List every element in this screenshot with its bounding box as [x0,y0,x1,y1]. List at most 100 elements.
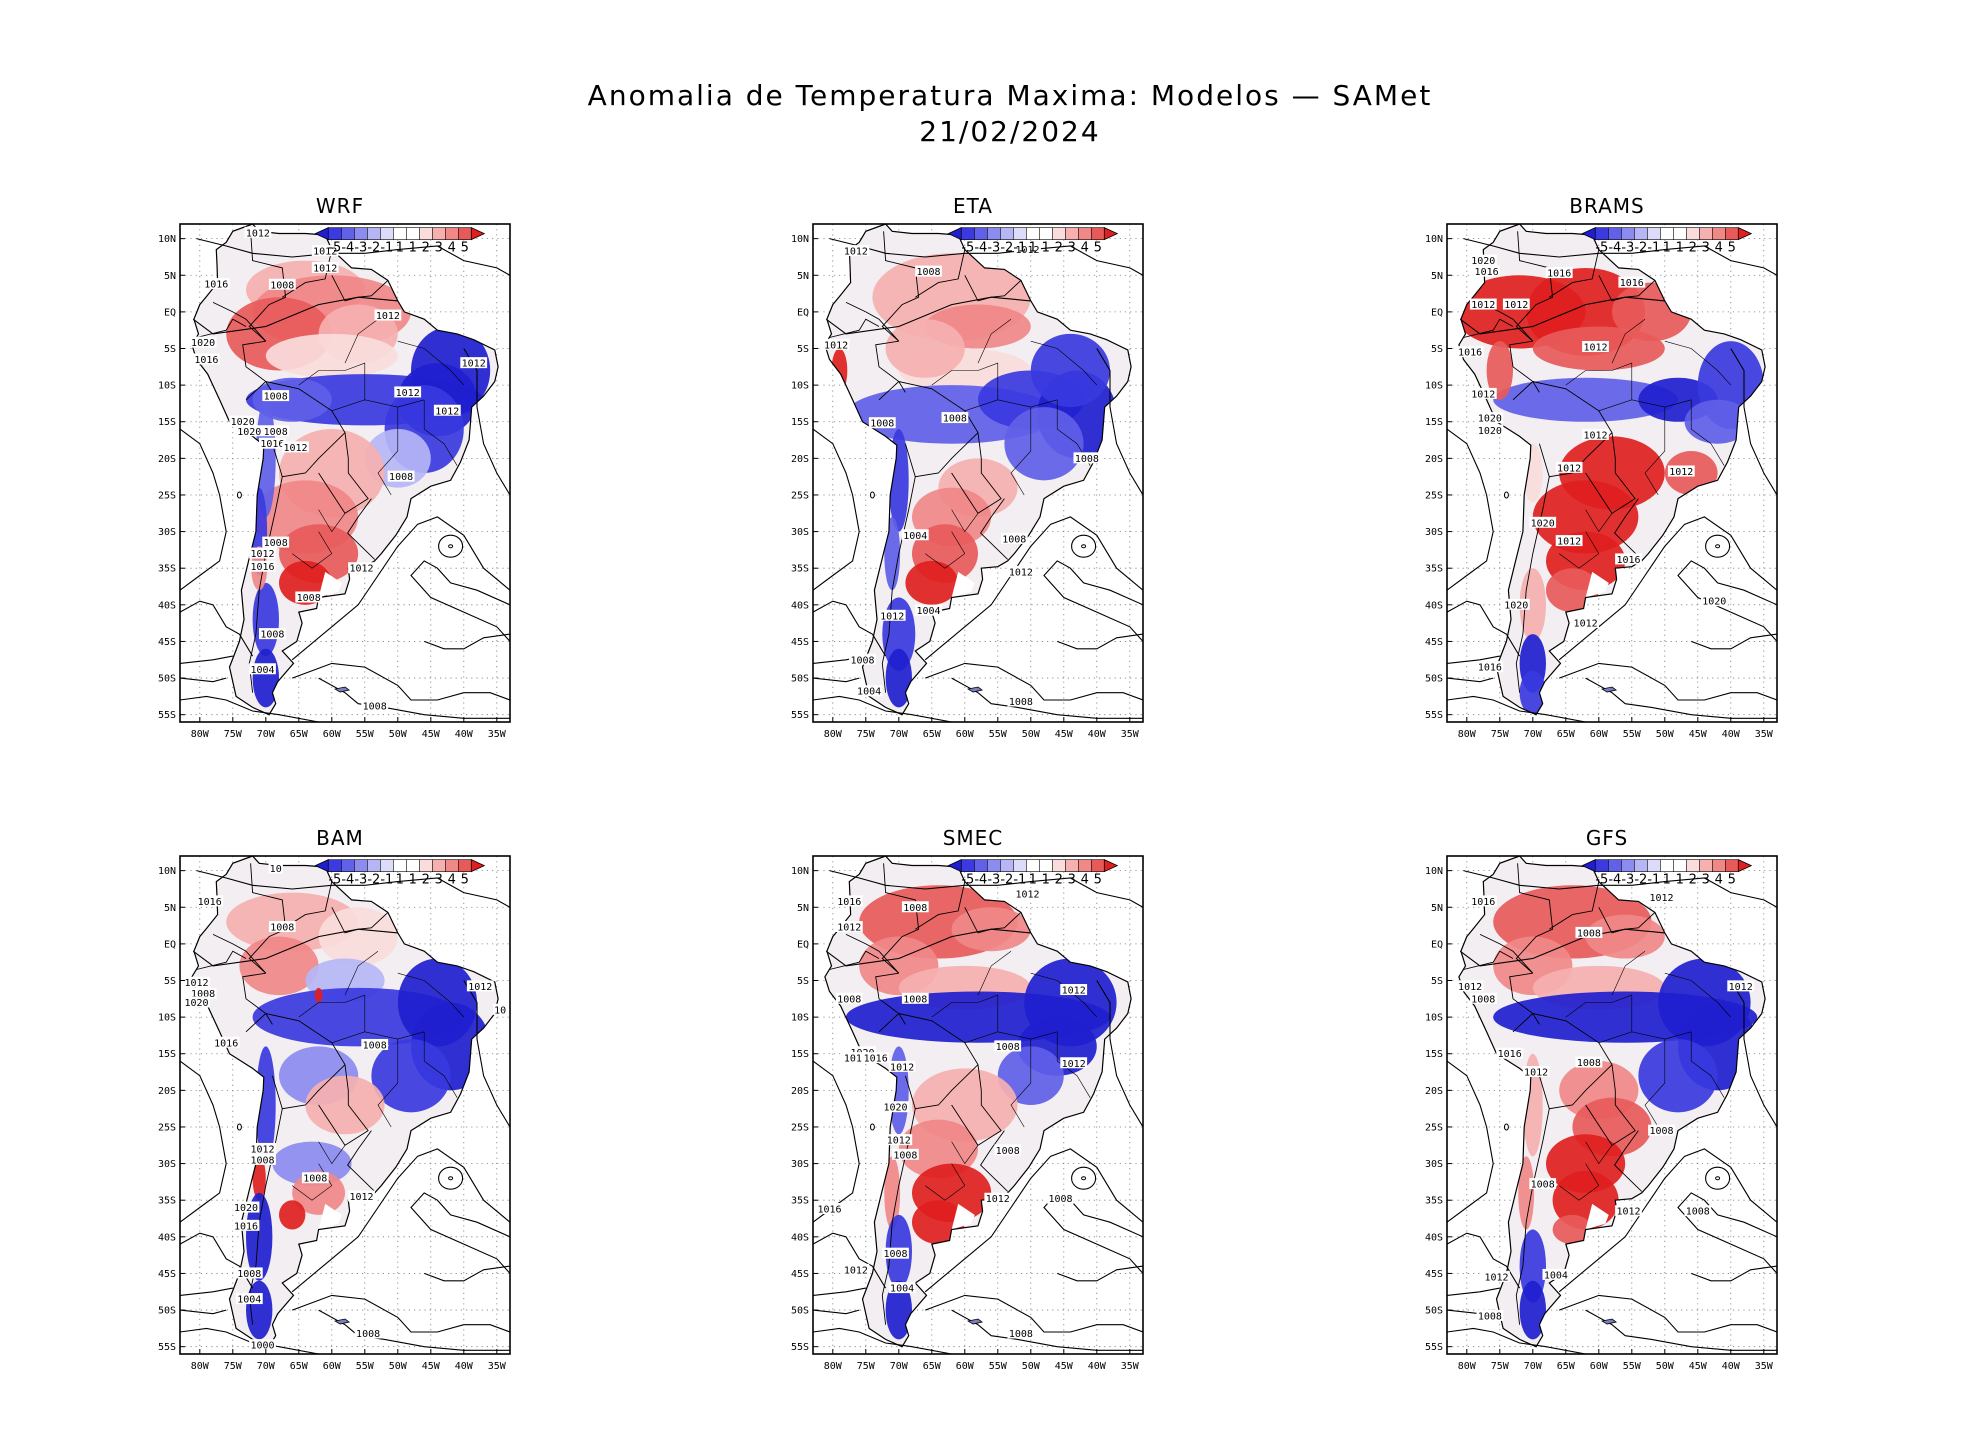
colorbar-label: 1 [1042,873,1050,888]
colorbar-label: -2 [1000,873,1013,888]
svg-text:1008: 1008 [1531,1180,1555,1191]
lon-tick-label: 40W [1722,729,1741,740]
isobar-label: 1008 [849,653,876,666]
isobar-label: 1008 [1476,1309,1504,1322]
colorbar-swatch [1608,227,1622,240]
lon-tick-label: 65W [1557,1361,1576,1372]
svg-text:10: 10 [494,1005,506,1016]
lat-tick-label: 30S [1425,1159,1443,1170]
colorbar-label: 2 [1055,241,1063,256]
plot-area: 1016101210081012100810081012100810121020… [791,855,1144,1372]
isobar-label: 1012 [1555,535,1583,548]
lon-tick-label: 45W [1689,1361,1708,1372]
isobar-label: 1008 [268,278,296,291]
lat-tick-label: 5N [164,271,176,282]
colorbar-label: 3 [435,873,443,888]
svg-text:1008: 1008 [870,419,894,430]
lat-tick-label: 50S [791,674,809,685]
isobar-label: 1008 [1007,1327,1035,1340]
lat-tick-label: 55S [791,1342,809,1353]
lat-tick-label: 5S [1431,344,1443,355]
isobar-label: 1012 [1522,1066,1550,1079]
lon-tick-label: 35W [488,729,507,740]
isobar-label: 1012 [842,1263,870,1276]
lat-tick-label: EQ [164,307,176,318]
lon-tick-label: 70W [1524,1361,1543,1372]
colorbar-swatch [380,227,394,240]
lat-tick-label: 5S [164,976,176,987]
svg-text:1008: 1008 [850,655,874,666]
plot-area: 1012 1012 1008 1012 1008 1008 1008 1004 1008 1012… [791,223,1144,740]
svg-text:1016: 1016 [1471,897,1495,908]
isobar-label: 1004 [888,1282,916,1295]
colorbar-label: 4 [1081,873,1089,888]
isobar-label: 1004 [901,529,929,542]
lon-tick-label: 45W [1055,729,1074,740]
svg-text:1016: 1016 [1475,267,1499,278]
isobar-label: 1016 [202,278,230,291]
colorbar-label: 3 [1702,241,1710,256]
lon-tick-label: 60W [956,729,975,740]
isobar-label: 1012 [1014,243,1041,256]
colorbar-swatch [341,227,355,240]
anomaly-region [279,1200,306,1230]
colorbar-swatch [1673,859,1687,872]
svg-text:1012: 1012 [1484,1273,1508,1284]
coastline [824,223,1132,716]
lat-tick-label: EQ [797,939,809,950]
country-borders [196,231,465,693]
isobar-label: 1016 [1545,267,1573,280]
colorbar-label: -4 [974,241,987,256]
svg-text:1016: 1016 [250,562,274,573]
svg-text:1020: 1020 [231,417,255,428]
svg-text:1008: 1008 [1649,1126,1673,1137]
lat-tick-label: 10S [791,1013,809,1024]
svg-text:1012: 1012 [435,406,459,417]
map-frame [179,855,511,1355]
anomaly-region [885,648,912,708]
anomaly-map: 1016 101210081012100810121016100810121008… [1425,855,1778,1372]
lon-tick-label: 75W [224,729,243,740]
svg-text:1012: 1012 [1557,537,1581,548]
lon-tick-label: 50W [389,729,408,740]
figure-title: Anomalia de Temperatura Maxima: Modelos … [0,78,1964,150]
lon-tick-label: 50W [1656,729,1675,740]
svg-text:1016: 1016 [837,897,861,908]
lon-tick-label: 45W [422,729,441,740]
svg-text:1012: 1012 [844,247,868,258]
colorbar-label: 2 [422,873,430,888]
isobar-label: 1012 [1014,888,1041,901]
lat-tick-label: 5S [797,976,809,987]
isobar-label: 1000 [249,1339,276,1352]
lat-tick-label: 40S [1425,1232,1443,1243]
anomaly-region [252,648,279,708]
colorbar-swatch [1608,859,1622,872]
svg-text:1008: 1008 [363,1040,387,1051]
colorbar-swatch [367,859,381,872]
svg-text:1012: 1012 [184,978,208,989]
land-anomaly-field [191,856,499,1347]
colorbar-legend: -5 -4 -3 -2 -1 1 1 2 3 4 5 [314,859,486,888]
lon-tick-label: 70W [1524,729,1543,740]
colorbar-label: 3 [1068,873,1076,888]
anomaly-region [831,348,848,393]
isobar-label: 1008 [915,265,942,278]
svg-text:1008: 1008 [264,392,288,403]
colorbar-swatch [1000,859,1014,872]
isobar-label: 1008 [941,412,969,425]
lat-tick-label: 15S [1425,417,1443,428]
anomaly-region [1004,407,1084,481]
lon-tick-label: 50W [1656,1361,1675,1372]
lat-tick-label: 55S [1425,710,1443,721]
lat-tick-label: EQ [797,307,809,318]
colorbar-swatch [961,859,975,872]
isobar-label: 1016 [249,560,276,573]
svg-text:1012: 1012 [1557,463,1581,474]
colorbar-swatch [1026,859,1040,872]
svg-text:1008: 1008 [916,267,940,278]
svg-text:1008: 1008 [297,593,321,604]
isobar-label: 1008 [1073,452,1101,465]
svg-text:1012: 1012 [1062,1059,1086,1070]
